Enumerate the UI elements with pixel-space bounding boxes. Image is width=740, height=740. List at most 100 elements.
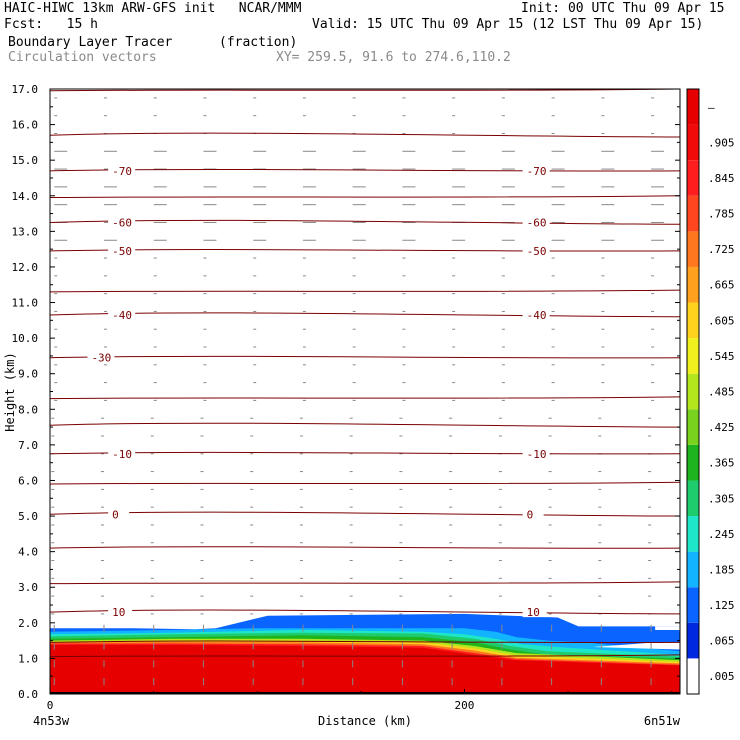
y-tick-label: 6.0: [18, 474, 38, 487]
y-tick-label: 3.0: [18, 581, 38, 594]
colorbar-label: .305: [708, 492, 735, 505]
colorbar-label: .485: [708, 386, 735, 399]
contour-label: -70: [527, 165, 547, 178]
colorbar-label: .065: [708, 635, 735, 648]
isotherm: [50, 195, 680, 199]
contour-label: -60: [112, 216, 132, 229]
tracer-band-9: [50, 644, 680, 694]
isotherm: [50, 654, 680, 658]
isotherm: [50, 511, 680, 517]
contour-label-bg: [108, 509, 130, 520]
colorbar-label: .665: [708, 279, 735, 292]
contour-label-bg: [522, 165, 550, 176]
xy-cross-section: XY= 259.5, 91.6 to 274.6,110.2: [276, 50, 511, 65]
contour-label: -60: [527, 216, 547, 229]
y-tick-label: 13.0: [12, 225, 39, 238]
contour-label: 0: [112, 508, 119, 521]
y-tick-label: 7.0: [18, 439, 38, 452]
colorbar-swatch: [687, 89, 699, 125]
isotherm: [50, 168, 680, 172]
contour-label-bg: [522, 217, 550, 228]
colorbar-label: .725: [708, 243, 735, 256]
isotherm: [50, 451, 680, 455]
isotherm: [50, 132, 680, 138]
y-tick-label: 10.0: [12, 332, 39, 345]
contour-label-bg: [108, 607, 133, 618]
colorbar-label: .425: [708, 421, 735, 434]
y-tick-label: 16.0: [12, 119, 39, 132]
contour-label: 10: [527, 606, 540, 619]
init-time: Init: 00 UTC Thu 09 Apr 15: [521, 1, 725, 16]
isotherm: [50, 249, 680, 252]
field-units: (fraction): [219, 35, 298, 50]
contour-label: -50: [112, 245, 132, 258]
colorbar-swatch: [687, 658, 699, 694]
colorbar-swatch: [687, 516, 699, 552]
colorbar-swatch: [687, 480, 699, 517]
forecast-hour: Fcst: 15 h: [4, 17, 98, 32]
colorbar-swatch: [687, 266, 699, 303]
contour-label: -50: [527, 245, 547, 258]
colorbar-label: .605: [708, 314, 735, 327]
colorbar-label: .845: [708, 172, 735, 185]
isotherm: [50, 396, 680, 400]
y-tick-label: 4.0: [18, 546, 38, 559]
contour-label-bg: [522, 309, 550, 320]
isotherm: [50, 422, 680, 428]
y-tick-label: 1.0: [18, 652, 38, 665]
y-tick-label: 9.0: [18, 368, 38, 381]
run-title: HAIC-HIWC 13km ARW-GFS init NCAR/MMM: [4, 1, 302, 16]
y-axis-label: Height (km): [3, 352, 17, 431]
contour-label: -70: [112, 165, 132, 178]
colorbar-label: .005: [708, 670, 735, 683]
tracer-notch: [655, 626, 680, 630]
isotherm: [50, 355, 680, 359]
contour-label-bg: [87, 352, 115, 363]
contour-label: -40: [527, 309, 547, 322]
y-tick-label: 15.0: [12, 154, 39, 167]
colorbar-label: .185: [708, 563, 735, 576]
contour-label-bg: [522, 607, 547, 618]
colorbar-label: .245: [708, 528, 735, 541]
colorbar-swatch: [687, 195, 699, 232]
contour-label-bg: [108, 448, 136, 459]
y-tick-label: 14.0: [12, 190, 39, 203]
contour-label-bg: [108, 245, 136, 256]
x-end-label-right: 6n51w: [644, 714, 681, 728]
contour-label-bg: [522, 245, 550, 256]
contour-label-bg: [522, 509, 544, 520]
x-tick-label: 200: [455, 699, 475, 712]
isotherm: [50, 609, 680, 615]
colorbar-label: .125: [708, 599, 735, 612]
colorbar-swatch: [687, 587, 699, 623]
isotherm: [50, 89, 680, 92]
colorbar-label: .785: [708, 208, 735, 221]
contour-label-bg: [108, 165, 136, 176]
colorbar-label: .545: [708, 350, 735, 363]
isotherm: [50, 640, 680, 644]
y-tick-label: 11.0: [12, 297, 39, 310]
y-tick-label: 0.0: [18, 688, 38, 701]
contour-label: 0: [527, 508, 534, 521]
colorbar-swatch: [687, 160, 699, 196]
y-tick-label: 17.0: [12, 83, 39, 96]
x-tick-label: 0: [47, 699, 54, 712]
colorbar-swatch: [687, 622, 699, 659]
contour-label: -10: [527, 448, 547, 461]
colorbar-frame: [686, 88, 700, 695]
isotherm: [50, 289, 680, 293]
x-axis-label: Distance (km): [318, 714, 412, 728]
valid-time: Valid: 15 UTC Thu 09 Apr 15 (12 LST Thu …: [312, 17, 704, 32]
colorbar-swatch: [687, 373, 699, 410]
colorbar-swatch: [687, 338, 699, 374]
contour-label: -40: [112, 309, 132, 322]
isotherm: [50, 546, 680, 549]
colorbar-swatch: [687, 444, 699, 481]
isotherm: [50, 481, 680, 485]
isotherm: [50, 312, 680, 318]
colorbar-swatch: [687, 302, 699, 339]
colorbar-swatch: [687, 409, 699, 445]
y-tick-label: 2.0: [18, 617, 38, 630]
colorbar-label: .905: [708, 136, 735, 149]
